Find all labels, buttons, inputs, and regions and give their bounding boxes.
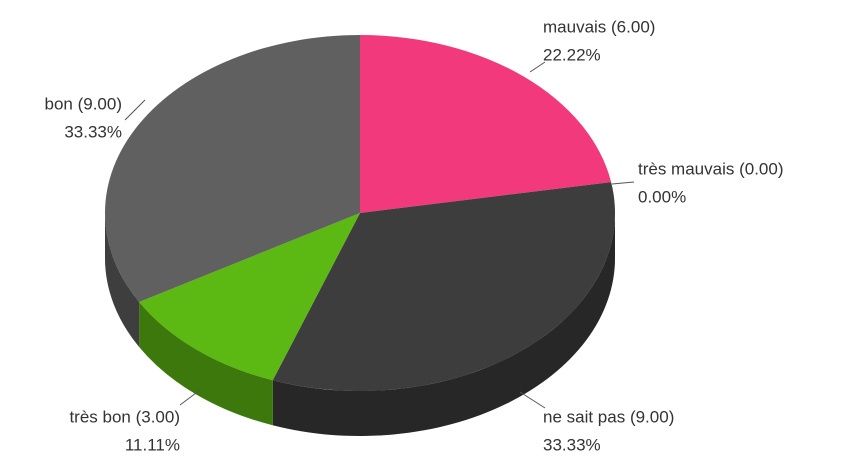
slice-side	[105, 213, 140, 347]
slice-percent: 33.33%	[64, 122, 122, 141]
slice-label: ne sait pas (9.00)	[543, 407, 674, 426]
slice-percent: 11.11%	[125, 435, 180, 454]
leader-line	[124, 99, 146, 121]
slice	[360, 35, 612, 213]
slice-side-shade	[105, 213, 140, 347]
slice-side	[272, 213, 616, 436]
leader-line	[529, 61, 546, 73]
slice-label: très bon (3.00)	[69, 407, 180, 426]
slice-percent: 22.22%	[543, 45, 601, 64]
leader-line	[611, 181, 635, 185]
leader-line	[519, 391, 546, 409]
slice-side	[139, 302, 273, 426]
slice-side-shade	[272, 213, 616, 436]
slice-label: mauvais (6.00)	[543, 17, 655, 36]
slice-side-shade	[139, 302, 273, 426]
slice-percent: 33.33%	[543, 435, 601, 454]
slice-percent: 0.00%	[638, 187, 686, 206]
slice	[139, 213, 360, 381]
slice	[104, 35, 360, 302]
slice-label: bon (9.00)	[45, 94, 123, 113]
slice-label: très mauvais (0.00)	[638, 159, 784, 178]
leader-line	[179, 389, 201, 406]
slice	[272, 182, 615, 391]
